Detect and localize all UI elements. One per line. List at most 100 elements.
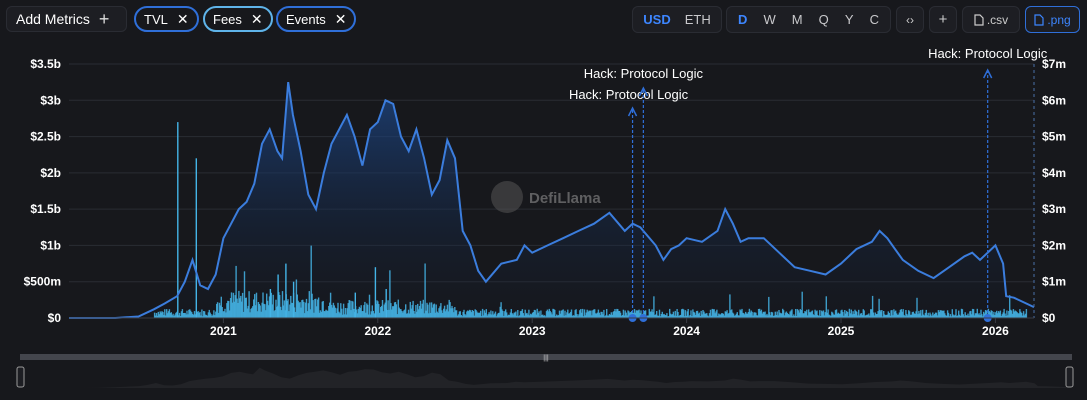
range-slider[interactable]: |||	[16, 354, 1074, 388]
fees-bar	[231, 302, 234, 318]
fees-bar	[427, 304, 429, 318]
fees-bar	[214, 315, 216, 318]
close-icon[interactable]: ✕	[334, 10, 347, 27]
fees-bar	[783, 315, 786, 318]
fees-bar	[409, 301, 411, 318]
fees-bar	[380, 305, 383, 318]
fees-bar	[530, 313, 532, 318]
metric-pill-fees[interactable]: Fees ✕	[203, 6, 273, 32]
fees-bar	[539, 316, 541, 318]
fees-bar	[392, 306, 394, 318]
fees-bar	[977, 314, 979, 318]
period-option-y[interactable]: Y	[844, 12, 854, 27]
fees-bar	[995, 312, 997, 318]
close-icon[interactable]: ✕	[250, 10, 263, 27]
period-option-d[interactable]: D	[738, 12, 748, 27]
fees-bar	[447, 311, 449, 318]
fees-bar	[606, 315, 609, 318]
fees-bar	[561, 310, 563, 318]
fees-bar	[740, 310, 742, 318]
period-option-c[interactable]: C	[869, 12, 879, 27]
fees-bar	[158, 314, 160, 318]
fees-bar	[363, 305, 365, 318]
fees-bar	[537, 312, 539, 318]
slider-right-handle[interactable]	[1065, 366, 1074, 388]
fees-bar	[610, 312, 612, 318]
period-option-q[interactable]: Q	[818, 12, 829, 27]
fees-bar	[657, 315, 659, 318]
fees-bar	[279, 306, 282, 318]
fees-bar	[829, 315, 831, 318]
fees-bar	[799, 309, 801, 318]
x-tick-label: 2026	[982, 324, 1009, 338]
metric-pill-events[interactable]: Events ✕	[276, 6, 357, 32]
fees-bar	[398, 307, 400, 318]
fees-bar	[507, 314, 510, 318]
fees-bar	[237, 303, 239, 318]
chart-toolbar: Add Metrics + TVL ✕ Fees ✕ Events ✕ USD …	[0, 0, 1087, 40]
fees-bar	[435, 304, 437, 318]
fees-bar	[840, 310, 842, 318]
fees-bar	[445, 309, 448, 318]
fees-bar	[431, 307, 434, 318]
add-metrics-button[interactable]: Add Metrics +	[6, 6, 127, 32]
y-tick-label-right: $7m	[1042, 57, 1066, 71]
fees-bar	[540, 310, 542, 318]
fees-bar	[351, 300, 353, 318]
fees-bar	[495, 316, 498, 318]
fees-bar	[210, 314, 212, 318]
fees-bar	[218, 302, 221, 318]
fees-bar	[644, 310, 647, 318]
fees-bar	[315, 298, 317, 318]
fees-bar	[390, 303, 392, 318]
fees-bar	[512, 314, 514, 318]
fees-bar	[173, 315, 175, 318]
fees-bar	[597, 309, 600, 318]
fees-bar	[514, 312, 516, 318]
fees-bar	[965, 315, 967, 318]
fees-bar	[924, 312, 927, 318]
fees-bar	[848, 308, 851, 318]
fees-bar	[486, 315, 488, 318]
fees-bar	[771, 312, 774, 318]
fees-bar	[240, 295, 242, 318]
fees-bar	[1016, 312, 1018, 318]
fees-bar	[451, 305, 453, 318]
fees-bar	[360, 305, 362, 318]
fees-bar	[736, 312, 738, 318]
fees-bar	[566, 312, 568, 318]
fees-bar	[579, 310, 581, 318]
period-option-w[interactable]: W	[763, 12, 776, 27]
fees-bar	[383, 304, 386, 318]
currency-option-usd[interactable]: USD	[643, 12, 671, 27]
fees-bar	[443, 308, 445, 318]
download-csv-button[interactable]: .csv	[962, 6, 1020, 33]
fees-bar	[203, 311, 205, 318]
x-tick-label: 2022	[364, 324, 391, 338]
period-option-m[interactable]: M	[791, 12, 803, 27]
fees-bar	[207, 312, 210, 318]
slider-track[interactable]	[20, 354, 1072, 360]
close-icon[interactable]: ✕	[176, 10, 189, 27]
fees-bar	[552, 308, 554, 318]
fees-bar	[257, 302, 260, 318]
fees-bar	[343, 314, 346, 318]
fees-bar	[686, 311, 688, 318]
slider-grip-icon[interactable]: |||	[543, 355, 549, 362]
embed-button[interactable]: ‹›	[896, 6, 924, 33]
fees-bar	[559, 313, 562, 318]
slider-left-handle[interactable]	[16, 366, 25, 388]
download-png-button[interactable]: .png	[1025, 6, 1080, 33]
fees-bar	[354, 292, 356, 318]
add-button[interactable]: +	[929, 6, 957, 33]
fees-bar	[211, 315, 213, 318]
y-tick-label-left: $1.5b	[30, 202, 61, 216]
fees-bar	[998, 312, 1001, 318]
fees-bar	[753, 312, 755, 318]
metric-pill-tvl[interactable]: TVL ✕	[134, 6, 199, 32]
fees-bar	[854, 309, 856, 318]
fees-bar	[602, 314, 604, 318]
currency-option-eth[interactable]: ETH	[684, 12, 711, 27]
fees-bar	[196, 311, 198, 318]
fees-bar	[809, 312, 812, 318]
